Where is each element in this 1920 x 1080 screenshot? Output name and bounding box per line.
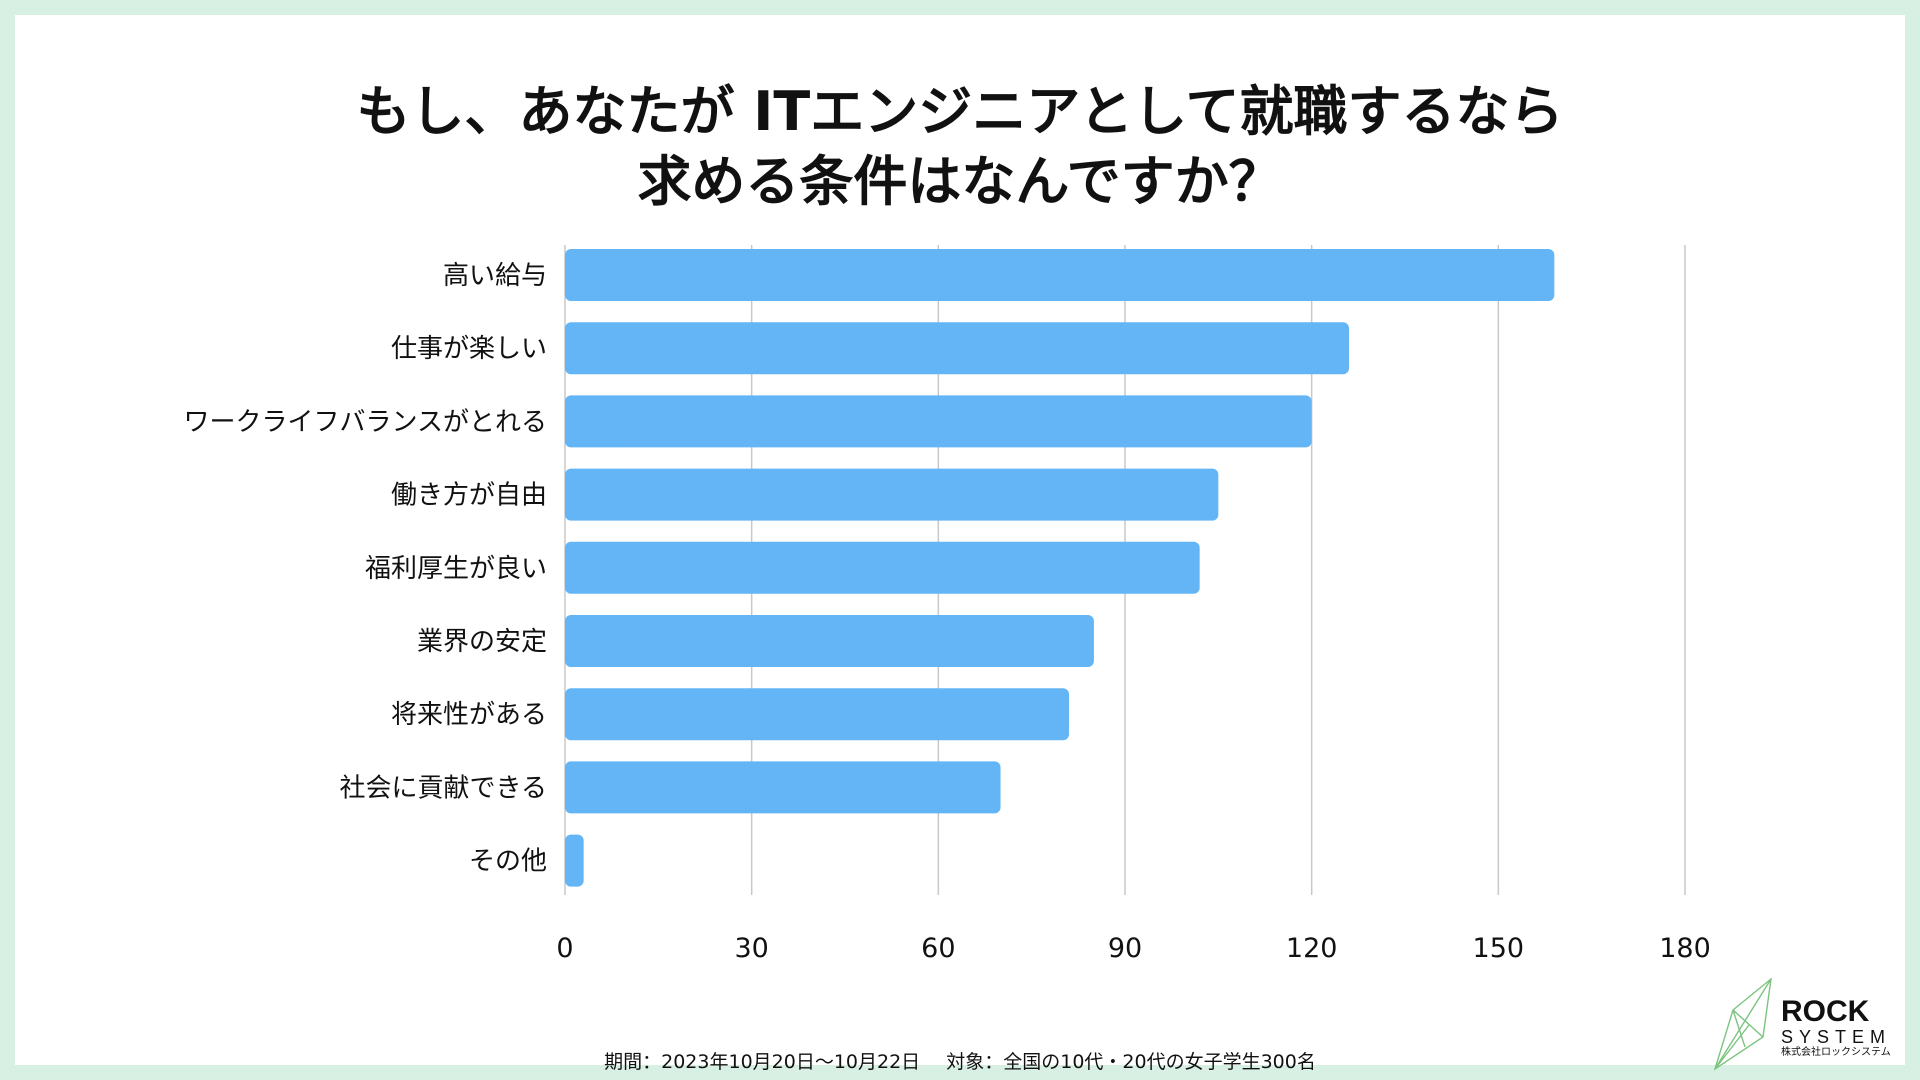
- category-label: その他: [469, 847, 547, 877]
- category-label: 高い給与: [443, 261, 547, 291]
- bar: [565, 688, 1069, 741]
- x-tick-label: 120: [1286, 933, 1338, 964]
- category-label: 社会に貢献できる: [340, 773, 547, 803]
- category-label: 業界の安定: [417, 627, 547, 657]
- survey-footer: 期間：2023年10月20日〜10月22日 対象：全国の10代・20代の女子学生…: [15, 1047, 1905, 1074]
- category-label: ワークライフバランスがとれる: [184, 407, 547, 437]
- chart-title-line-2: 求める条件はなんですか？: [637, 150, 1283, 213]
- x-tick-label: 180: [1659, 933, 1711, 964]
- bar: [565, 395, 1312, 448]
- chart-card: もし、あなたが ITエンジニアとして就職するなら 求める条件はなんですか？ 0 3…: [15, 15, 1905, 1073]
- survey-target: 対象：全国の10代・20代の女子学生300名: [946, 1051, 1316, 1073]
- bar-chart: 0 30 60 90 120 150 180 高い給与仕事が楽しいワークライフバランスがとれる…: [184, 245, 1711, 964]
- bar: [565, 834, 584, 887]
- bar: [565, 615, 1094, 667]
- company-logo: ROCK SYSTEM 株式会社ロックシステム: [1705, 965, 1895, 1075]
- chart-title-line-1: もし、あなたが ITエンジニアとして就職するなら: [356, 80, 1564, 143]
- x-tick-label: 60: [921, 933, 955, 964]
- bar: [565, 249, 1555, 301]
- category-label: 福利厚生が良い: [365, 554, 547, 584]
- x-tick-label: 150: [1473, 933, 1525, 964]
- category-label: 仕事が楽しい: [391, 334, 547, 364]
- category-label: 将来性がある: [391, 700, 547, 730]
- logo-company-name: 株式会社ロックシステム: [1781, 1047, 1891, 1058]
- logo-name-bottom: SYSTEM: [1781, 1027, 1892, 1047]
- bar: [565, 322, 1349, 375]
- survey-period: 期間：2023年10月20日〜10月22日: [604, 1051, 921, 1073]
- x-tick-label: 0: [556, 933, 573, 964]
- bar: [565, 468, 1219, 521]
- bar: [565, 761, 1001, 814]
- bar: [565, 541, 1200, 594]
- crystal-logo-icon: [1713, 977, 1772, 1071]
- chart-title: もし、あなたが ITエンジニアとして就職するなら 求める条件はなんですか？: [15, 77, 1905, 217]
- x-tick-label: 90: [1108, 933, 1142, 964]
- category-label: 働き方が自由: [391, 481, 547, 511]
- x-tick-label: 30: [734, 933, 768, 964]
- logo-name-top: ROCK: [1781, 995, 1870, 1028]
